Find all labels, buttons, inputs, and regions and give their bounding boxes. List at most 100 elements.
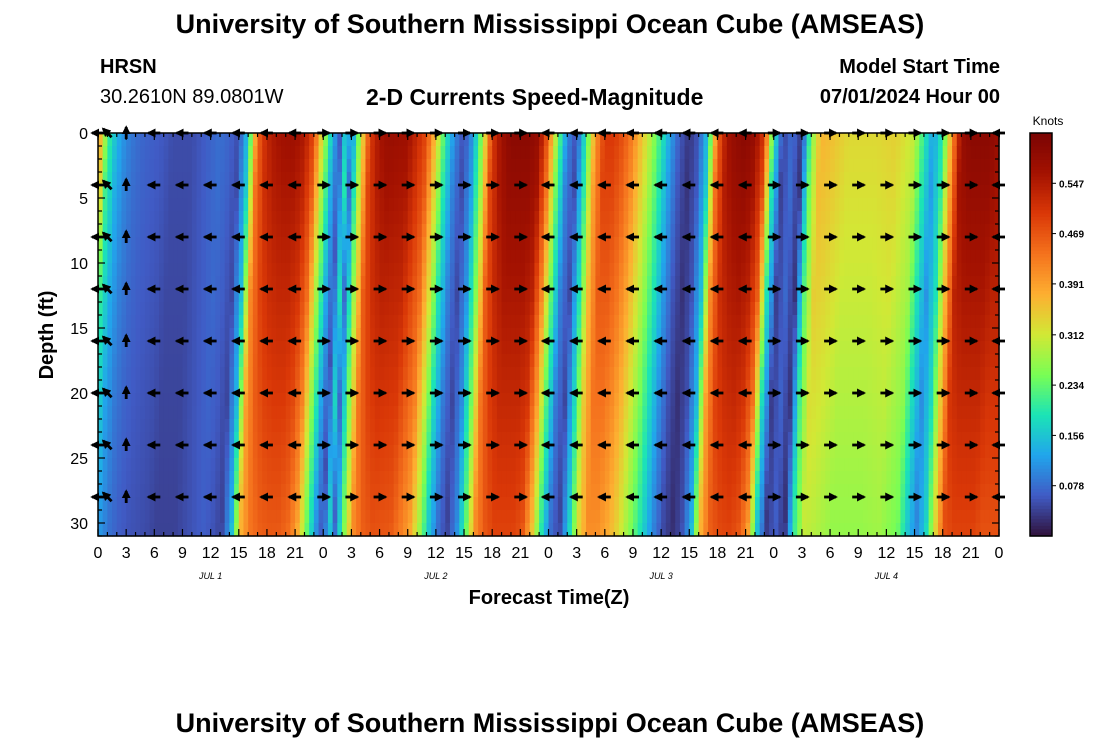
- heatmap-cell: [553, 354, 559, 368]
- heatmap-cell: [135, 224, 141, 238]
- heatmap-cell: [506, 185, 512, 199]
- heatmap-cell: [839, 367, 845, 381]
- heatmap-cell: [820, 315, 826, 329]
- heatmap-cell: [567, 328, 573, 342]
- heatmap-cell: [520, 146, 526, 160]
- heatmap-cell: [548, 367, 554, 381]
- heatmap-cell: [618, 393, 625, 407]
- heatmap-cell: [736, 146, 742, 160]
- heatmap-cell: [820, 510, 826, 524]
- heatmap-cell: [820, 367, 826, 381]
- heatmap-cell: [257, 224, 263, 238]
- heatmap-cell: [750, 393, 756, 407]
- heatmap-cell: [693, 185, 700, 199]
- heatmap-cell: [670, 172, 676, 186]
- heatmap-cell: [445, 419, 451, 433]
- heatmap-cell: [412, 419, 418, 433]
- heatmap-cell: [360, 289, 367, 303]
- heatmap-cell: [478, 458, 484, 472]
- heatmap-cell: [750, 237, 756, 251]
- heatmap-cell: [107, 380, 113, 394]
- heatmap-cell: [168, 237, 174, 251]
- heatmap-cell: [482, 432, 489, 446]
- heatmap-cell: [571, 211, 578, 225]
- heatmap-cell: [262, 315, 268, 329]
- heatmap-cell: [431, 198, 437, 212]
- heatmap-cell: [177, 224, 184, 238]
- heatmap-cell: [783, 289, 789, 303]
- heatmap-cell: [567, 354, 573, 368]
- heatmap-cell: [586, 237, 592, 251]
- heatmap-cell: [187, 276, 193, 290]
- heatmap-cell: [224, 133, 230, 147]
- heatmap-cell: [773, 302, 780, 316]
- heatmap-cell: [698, 146, 704, 160]
- heatmap-cell: [421, 302, 428, 316]
- heatmap-cell: [356, 276, 362, 290]
- heatmap-cell: [454, 328, 460, 342]
- heatmap-cell: [464, 445, 470, 459]
- heatmap-cell: [384, 406, 390, 420]
- heatmap-cell: [426, 185, 432, 199]
- heatmap-cell: [708, 354, 714, 368]
- heatmap-cell: [445, 432, 451, 446]
- heatmap-cell: [543, 302, 550, 316]
- heatmap-cell: [220, 159, 226, 173]
- heatmap-cell: [144, 237, 151, 251]
- heatmap-cell: [154, 289, 160, 303]
- heatmap-cell: [398, 302, 404, 316]
- heatmap-cell: [726, 237, 733, 251]
- heatmap-cell: [820, 484, 826, 498]
- heatmap-cell: [487, 354, 493, 368]
- heatmap-cell: [806, 211, 812, 225]
- heatmap-cell: [703, 354, 709, 368]
- heatmap-cell: [604, 198, 611, 212]
- heatmap-cell: [834, 523, 841, 537]
- heatmap-cell: [187, 432, 193, 446]
- heatmap-cell: [825, 211, 831, 225]
- heatmap-cell: [586, 289, 592, 303]
- heatmap-cell: [534, 328, 540, 342]
- heatmap-cell: [370, 432, 376, 446]
- heatmap-cell: [163, 133, 169, 147]
- heatmap-cell: [773, 224, 780, 238]
- heatmap-cell: [651, 263, 658, 277]
- heatmap-cell: [342, 289, 348, 303]
- heatmap-cell: [140, 276, 146, 290]
- heatmap-cell: [407, 302, 414, 316]
- heatmap-cell: [726, 432, 733, 446]
- heatmap-cell: [722, 497, 728, 511]
- heatmap-cell: [825, 315, 831, 329]
- heatmap-cell: [679, 380, 686, 394]
- heatmap-cell: [248, 354, 254, 368]
- heatmap-cell: [182, 471, 188, 485]
- heatmap-cell: [773, 133, 780, 147]
- heatmap-cell: [238, 523, 245, 537]
- heatmap-cell: [830, 523, 836, 537]
- heatmap-cell: [234, 263, 240, 277]
- heatmap-cell: [590, 146, 597, 160]
- heatmap-cell: [337, 315, 343, 329]
- heatmap-cell: [740, 341, 747, 355]
- heatmap-cell: [346, 484, 352, 498]
- heatmap-cell: [661, 510, 667, 524]
- heatmap-cell: [797, 354, 803, 368]
- heatmap-cell: [670, 341, 676, 355]
- heatmap-cell: [201, 302, 207, 316]
- heatmap-cell: [520, 484, 526, 498]
- heatmap-cell: [515, 419, 521, 433]
- heatmap-cell: [750, 445, 756, 459]
- heatmap-cell: [440, 523, 446, 537]
- heatmap-cell: [773, 237, 780, 251]
- heatmap-cell: [360, 133, 367, 147]
- heatmap-cell: [234, 146, 240, 160]
- heatmap-cell: [173, 445, 179, 459]
- heatmap-cell: [309, 380, 315, 394]
- heatmap-cell: [370, 276, 376, 290]
- heatmap-cell: [604, 471, 611, 485]
- heatmap-cell: [365, 198, 371, 212]
- heatmap-cell: [224, 445, 230, 459]
- heatmap-cell: [811, 341, 817, 355]
- heatmap-cell: [144, 419, 151, 433]
- heatmap-cell: [628, 224, 634, 238]
